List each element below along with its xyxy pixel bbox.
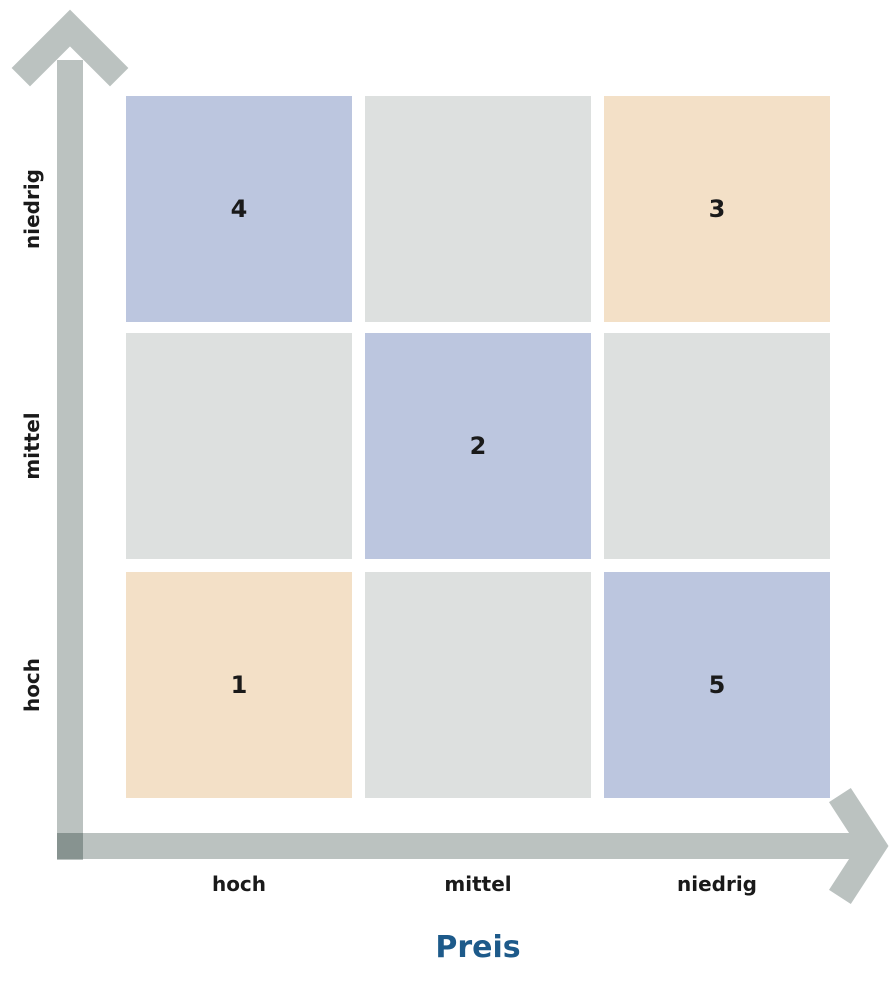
y-tick-niedrig: niedrig <box>20 169 44 250</box>
x-axis-line <box>57 833 867 859</box>
x-tick-hoch: hoch <box>211 872 267 896</box>
y-axis-line <box>57 60 83 860</box>
matrix-cell-r1-c1: 2 <box>365 333 591 559</box>
matrix-cell-r1-c0 <box>126 333 352 559</box>
x-axis-title: Preis <box>435 930 521 965</box>
axis-corner <box>57 833 83 859</box>
matrix-cell-r2-c1 <box>365 572 591 798</box>
x-tick-mittel: mittel <box>444 872 512 896</box>
x-tick-niedrig: niedrig <box>676 872 757 896</box>
matrix-cell-r0-c2: 3 <box>604 96 830 322</box>
y-tick-hoch: hoch <box>20 657 44 713</box>
matrix-cell-r0-c0: 4 <box>126 96 352 322</box>
x-axis-arrowhead <box>829 788 889 904</box>
matrix-cell-r2-c0: 1 <box>126 572 352 798</box>
matrix-cell-r1-c2 <box>604 333 830 559</box>
y-tick-mittel: mittel <box>20 412 44 480</box>
matrix-cell-r2-c2: 5 <box>604 572 830 798</box>
matrix-cell-r0-c1 <box>365 96 591 322</box>
y-axis-arrowhead <box>11 9 129 87</box>
